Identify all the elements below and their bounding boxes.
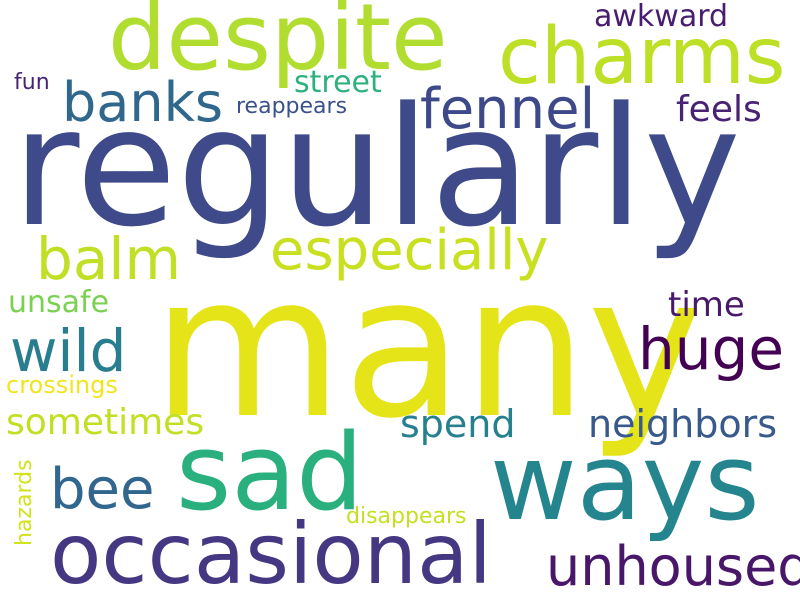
- word-balm: balm: [36, 225, 181, 293]
- word-spend: spend: [400, 402, 516, 446]
- word-street: street: [294, 65, 382, 100]
- word-crossings: crossings: [6, 371, 118, 399]
- word-wild: wild: [10, 317, 127, 385]
- word-disappears: disappears: [346, 504, 467, 529]
- word-fun: fun: [14, 70, 50, 95]
- word-occasional: occasional: [50, 505, 492, 600]
- word-especially: especially: [270, 218, 549, 283]
- word-feels: feels: [676, 89, 762, 130]
- word-time: time: [668, 285, 745, 325]
- word-fennel: fennel: [420, 77, 596, 142]
- word-regularly: regularly: [12, 72, 741, 263]
- word-charms: charms: [498, 12, 786, 102]
- word-awkward: awkward: [594, 0, 729, 34]
- word-sad: sad: [176, 411, 364, 534]
- word-despite: despite: [108, 0, 448, 91]
- word-huge: huge: [638, 315, 785, 383]
- word-many: many: [152, 234, 704, 462]
- word-unhoused: unhoused: [546, 535, 800, 598]
- word-reappears: reappears: [236, 94, 348, 119]
- word-sometimes: sometimes: [6, 402, 205, 443]
- word-hazards: hazards: [12, 459, 37, 546]
- word-unsafe: unsafe: [8, 285, 110, 320]
- word-banks: banks: [62, 71, 223, 134]
- word-bee: bee: [50, 457, 155, 522]
- word-neighbors: neighbors: [588, 402, 778, 446]
- word-ways: ways: [490, 421, 760, 544]
